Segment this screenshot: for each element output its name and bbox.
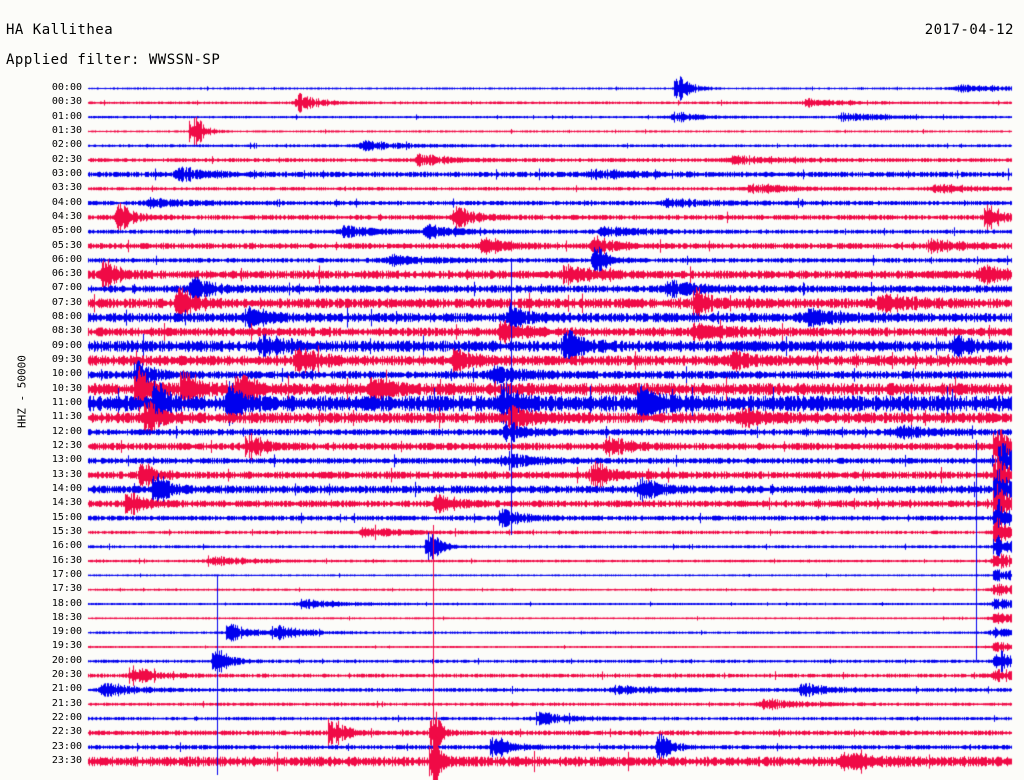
time-label: 17:00: [51, 568, 82, 580]
time-label: 01:00: [51, 110, 82, 122]
time-label: 15:30: [51, 525, 82, 537]
time-label: 01:30: [51, 124, 82, 136]
time-label: 05:30: [51, 239, 82, 251]
time-label: 17:30: [51, 583, 82, 595]
time-label: 07:00: [51, 282, 82, 294]
time-label: 02:30: [51, 153, 82, 165]
time-label: 13:00: [51, 454, 82, 466]
time-label: 14:30: [51, 497, 82, 509]
time-label: 18:00: [51, 597, 82, 609]
time-label: 20:00: [51, 654, 82, 666]
time-label: 23:00: [51, 740, 82, 752]
time-label: 20:30: [51, 669, 82, 681]
time-label: 11:00: [51, 397, 82, 409]
time-label: 22:30: [51, 726, 82, 738]
time-label: 05:00: [51, 225, 82, 237]
time-label: 15:00: [51, 511, 82, 523]
time-label: 09:30: [51, 354, 82, 366]
time-label: 16:00: [51, 540, 82, 552]
time-label: 12:00: [51, 425, 82, 437]
time-label: 19:30: [51, 640, 82, 652]
time-label: 19:00: [51, 626, 82, 638]
time-label: 22:00: [51, 712, 82, 724]
time-label: 23:30: [51, 755, 82, 767]
time-label: 21:30: [51, 697, 82, 709]
time-label: 13:30: [51, 468, 82, 480]
time-label: 08:30: [51, 325, 82, 337]
time-label: 06:30: [51, 268, 82, 280]
time-label: 18:30: [51, 611, 82, 623]
time-label: 04:30: [51, 210, 82, 222]
time-label: 00:00: [51, 82, 82, 93]
time-label: 06:00: [51, 253, 82, 265]
time-label: 21:00: [51, 683, 82, 695]
time-label: 02:00: [51, 139, 82, 151]
time-label: 10:00: [51, 368, 82, 380]
time-label: 07:30: [51, 296, 82, 308]
time-label: 11:30: [51, 411, 82, 423]
time-label: 03:00: [51, 167, 82, 179]
time-label: 08:00: [51, 311, 82, 323]
time-label: 14:00: [51, 482, 82, 494]
time-label: 00:30: [51, 96, 82, 108]
time-label: 09:00: [51, 339, 82, 351]
time-label: 03:30: [51, 182, 82, 194]
time-label: 16:30: [51, 554, 82, 566]
time-axis: 00:00 00:30 01:00 01:30 02:00 02:30 03:00 03:30…: [20, 0, 82, 780]
time-label: 10:30: [51, 382, 82, 394]
time-label: 12:30: [51, 440, 82, 451]
time-label: 04:00: [51, 196, 82, 208]
